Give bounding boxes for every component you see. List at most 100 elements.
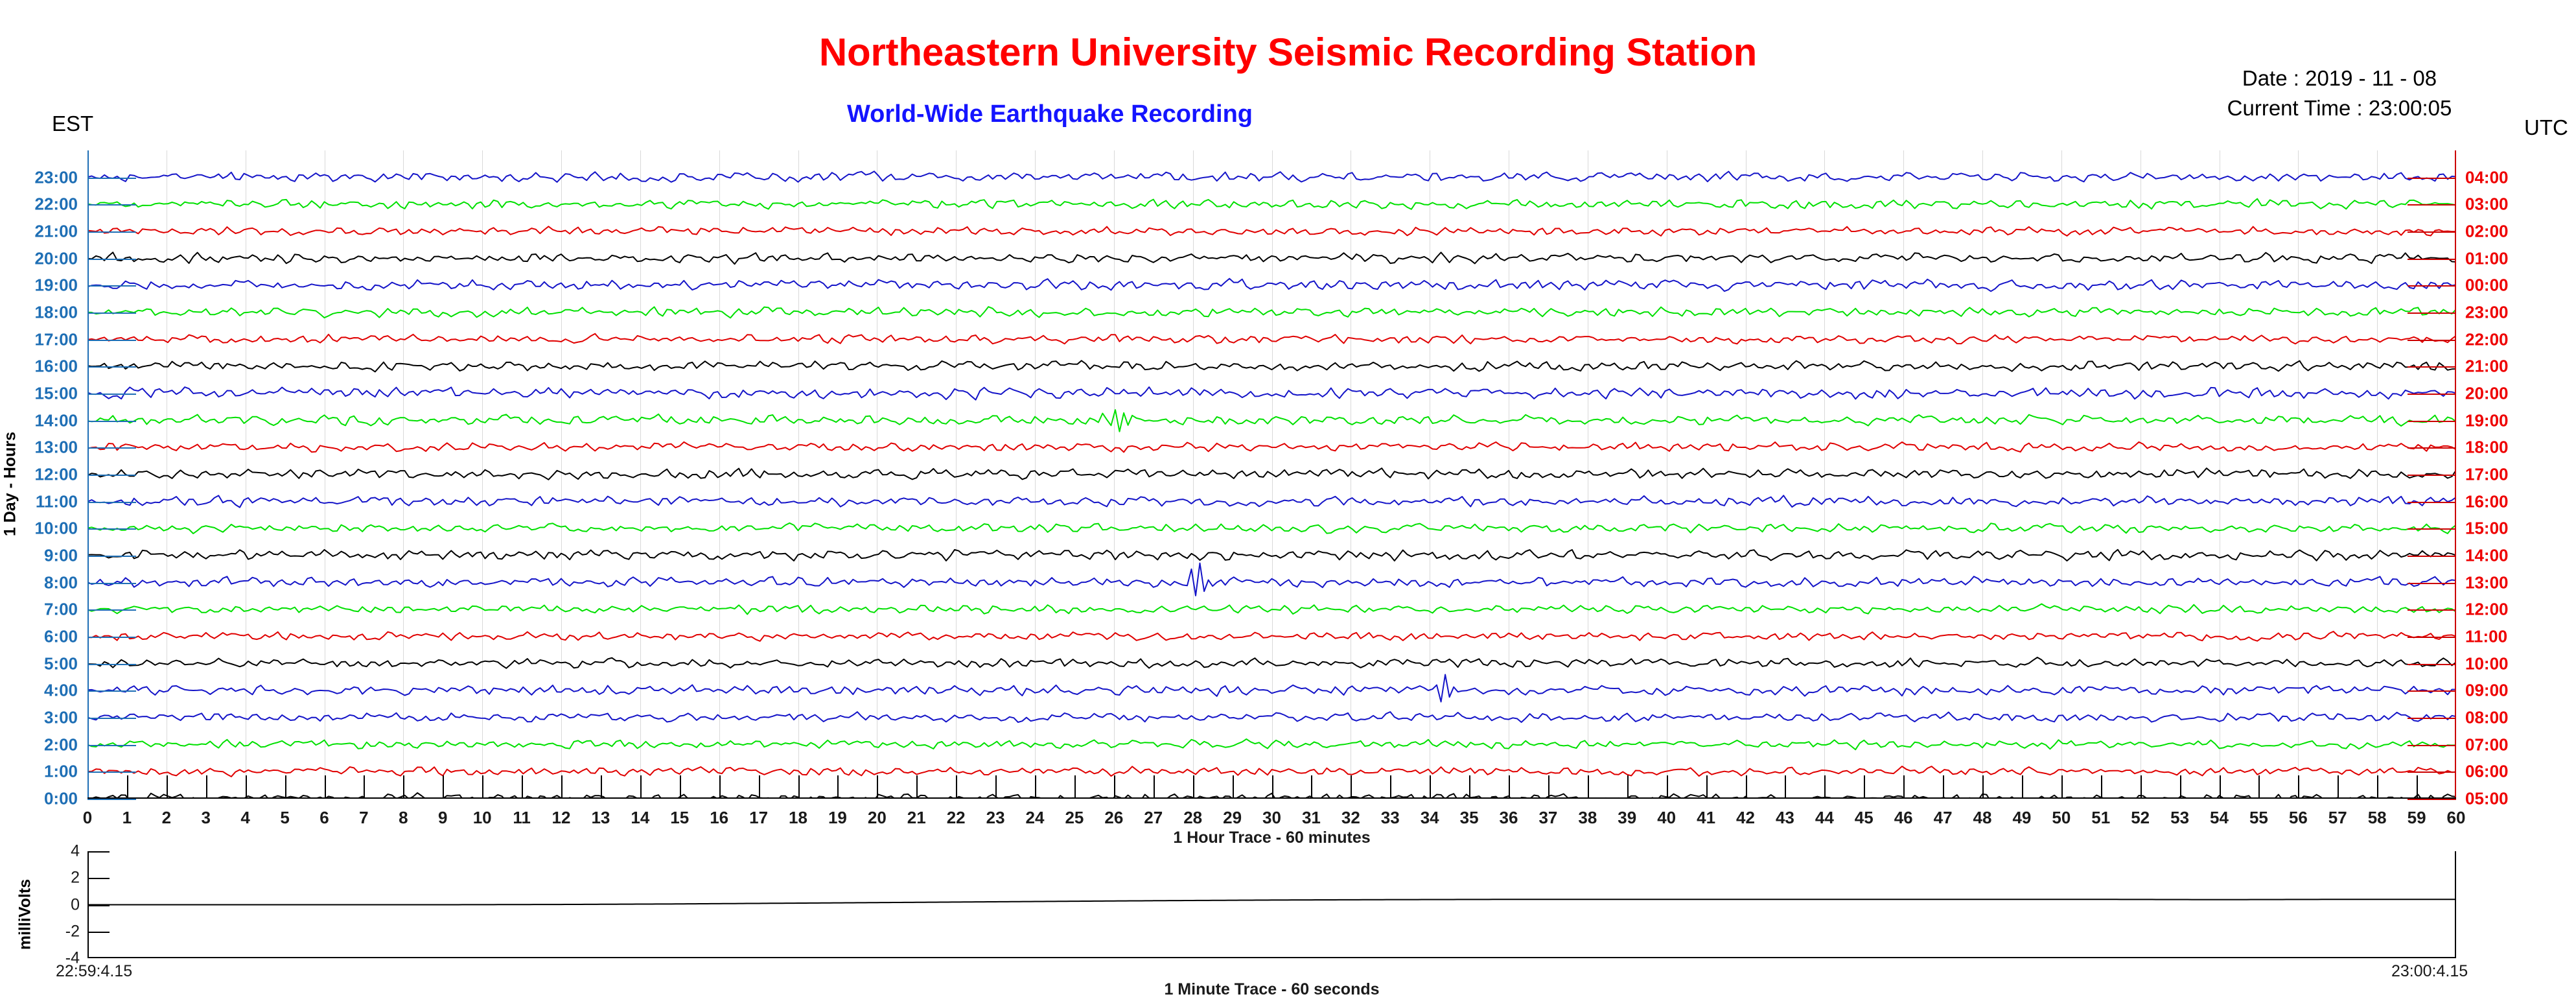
x-axis-tick [1469,775,1471,799]
x-axis-tick-label: 2 [161,808,172,827]
bottom-axis-line [87,797,2456,799]
x-axis-tick [1113,775,1115,799]
seismic-trace-line [87,386,2456,401]
hour-label-utc: 03:00 [2465,194,2509,214]
gridline [798,150,799,799]
seismic-trace-line [87,277,2456,292]
x-axis-tick-label: 34 [1420,808,1439,827]
minute-y-axis-label: milliVolts [16,878,34,950]
x-axis-tick [1785,775,1787,799]
hour-tick-left [87,637,136,638]
x-axis-tick [2219,775,2221,799]
x-axis-tick-label: 18 [789,808,807,827]
x-axis-tick [1232,775,1234,799]
hour-label-est: 7:00 [43,599,78,619]
hour-tick-left [87,690,136,692]
hour-tick-left [87,528,136,530]
x-axis-tick-label: 11 [513,808,531,827]
hour-label-est: 10:00 [34,518,78,538]
hour-tick-right [2408,420,2456,422]
x-axis-tick [1824,775,1826,799]
x-axis-tick-label: 27 [1144,808,1163,827]
hour-tick-left [87,420,136,422]
x-axis-tick-label: 9 [438,808,448,827]
x-axis-tick [205,775,207,799]
hour-tick-right [2408,258,2456,260]
hour-tick-right [2408,447,2456,449]
hour-label-est: 22:00 [34,194,78,214]
gridline [1824,150,1826,799]
x-axis-tick-label: 58 [2367,808,2387,827]
x-axis-tick [877,775,879,799]
hour-tick-left [87,204,136,206]
millivolt-tick-label: 4 [71,842,80,860]
minute-caption: 1 Minute Trace - 60 seconds [1164,980,1380,998]
hour-label-est: 20:00 [34,248,78,268]
gridline [2298,150,2299,799]
x-axis-tick [798,775,800,799]
x-axis-tick-label: 13 [591,808,610,827]
millivolt-tick [87,851,110,853]
millivolt-tick [87,878,110,880]
x-axis-tick [2021,775,2023,799]
hour-tick-left [87,312,136,314]
x-axis-tick-label: 6 [319,808,329,827]
hour-tick-left [87,582,136,584]
hour-tick-left [87,475,136,476]
hour-label-est: 18:00 [34,302,78,322]
x-axis-tick [1745,775,1747,799]
millivolt-tick-label: -2 [65,922,80,941]
seismic-trace-line [87,441,2456,453]
hour-label-utc: 12:00 [2465,599,2509,619]
x-axis-tick [1351,775,1352,799]
x-axis-tick-label: 20 [867,808,887,827]
x-axis-tick-label: 24 [1025,808,1045,827]
x-axis-tick-label: 33 [1380,808,1400,827]
hour-label-est: 0:00 [43,788,78,808]
x-axis-tick [640,775,642,799]
x-axis-tick-label: 50 [2052,808,2071,827]
x-axis-tick-label: 8 [399,808,408,827]
seismic-trace-line [87,360,2456,373]
hour-label-utc: 08:00 [2465,707,2509,727]
hour-label-utc: 23:00 [2465,302,2509,322]
x-axis-tick-label: 53 [2170,808,2190,827]
hour-tick-right [2408,690,2456,692]
x-axis-tick-label: 26 [1104,808,1124,827]
x-axis-tick-label: 10 [472,808,492,827]
x-axis-tick-label: 48 [1973,808,1992,827]
hour-tick-left [87,366,136,368]
x-axis-tick-label: 46 [1894,808,1913,827]
gridline [1113,150,1115,799]
page-subtitle: World-Wide Earthquake Recording [846,100,1253,128]
hour-tick-right [2408,582,2456,584]
seismic-trace-line [87,333,2456,345]
hour-tick-left [87,501,136,503]
x-axis-tick [837,775,839,799]
x-axis-tick-label: 30 [1262,808,1281,827]
x-axis-tick [1864,775,1866,799]
hour-tick-right [2408,231,2456,233]
hour-label-est: 17:00 [34,329,78,349]
hour-tick-left [87,799,136,800]
hour-tick-right [2408,339,2456,341]
seismic-trace-line [87,674,2456,703]
x-axis-tick-label: 3 [201,808,211,827]
hour-label-utc: 20:00 [2465,383,2509,403]
hour-tick-right [2408,528,2456,530]
x-axis-tick [1390,775,1392,799]
hour-tick-left [87,556,136,557]
seismic-trace-line [87,711,2456,723]
x-axis-tick-label: 35 [1459,808,1479,827]
x-axis-tick-label: 52 [2131,808,2150,827]
millivolt-tick [87,931,110,933]
seismic-trace-line [87,467,2456,480]
x-axis-tick [1271,775,1273,799]
hour-tick-right [2408,475,2456,476]
x-axis-tick-label: 25 [1065,808,1084,827]
hour-label-utc: 11:00 [2465,626,2508,646]
x-axis-tick [1430,775,1432,799]
x-axis-tick-label: 36 [1499,808,1518,827]
seismic-trace-line [87,631,2456,642]
main-x-axis-caption: 1 Hour Trace - 60 minutes [1173,829,1371,847]
